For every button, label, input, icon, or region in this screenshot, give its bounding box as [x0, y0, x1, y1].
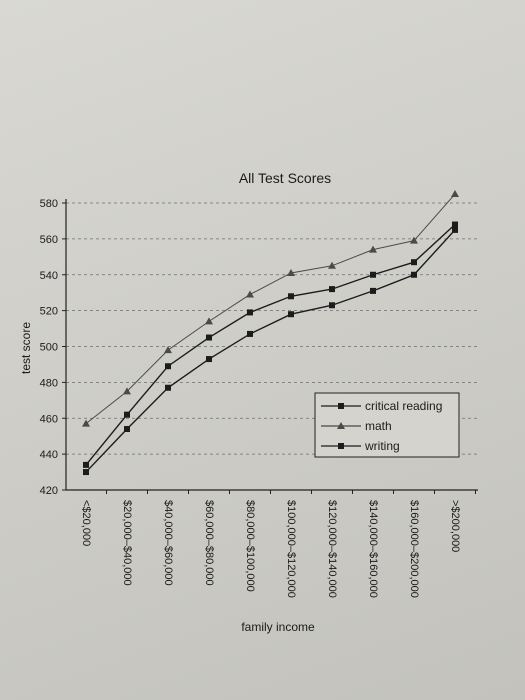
legend-swatch-marker	[337, 422, 345, 429]
series-line	[85, 224, 456, 466]
data-point	[287, 268, 295, 276]
x-tick-label: $40,000–$60,000	[162, 500, 174, 586]
data-point	[247, 309, 253, 316]
data-point	[83, 469, 89, 476]
data-point	[246, 290, 254, 298]
x-tick-label: $120,000–$140,000	[326, 500, 338, 598]
data-point	[329, 286, 335, 293]
series-math	[82, 190, 459, 427]
data-point	[411, 271, 417, 278]
data-point	[328, 261, 336, 269]
series-writing	[83, 226, 458, 476]
data-point	[370, 271, 376, 278]
x-tick-label: <$20,000	[80, 500, 92, 546]
y-tick-label: 500	[40, 342, 58, 354]
y-tick-label: 580	[40, 198, 58, 210]
data-point	[370, 287, 376, 294]
legend-label: writing	[364, 439, 400, 453]
data-point	[82, 419, 90, 427]
x-tick-label: $140,000–$160,000	[367, 500, 379, 598]
data-point	[288, 311, 294, 318]
axes	[62, 199, 478, 494]
legend-item: critical reading	[321, 399, 442, 413]
data-point	[165, 384, 171, 391]
data-point	[410, 236, 418, 244]
legend-item: math	[321, 419, 392, 433]
data-point	[411, 259, 417, 266]
data-point	[205, 317, 213, 325]
y-tick-label: 440	[40, 449, 58, 461]
y-tick-labels: 420 440 460 480 500 520 540 560 580	[40, 198, 58, 497]
gridlines	[66, 202, 478, 455]
legend-label: critical reading	[365, 399, 442, 413]
series-layer	[82, 190, 459, 476]
data-point	[164, 346, 172, 354]
legend: critical reading math writing	[314, 392, 460, 458]
data-point	[288, 293, 294, 300]
data-point	[452, 221, 458, 228]
y-tick-label: 420	[40, 485, 58, 497]
data-point	[329, 302, 335, 309]
x-tick-label: >$200,000	[449, 500, 461, 552]
series-line	[85, 229, 456, 473]
legend-swatch-marker	[338, 403, 344, 409]
x-tick-label: $160,000–$200,000	[408, 500, 420, 598]
data-point	[206, 334, 212, 341]
y-tick-label: 480	[40, 377, 58, 389]
data-point	[369, 245, 377, 253]
data-point	[247, 330, 253, 337]
legend-label: math	[365, 419, 392, 433]
data-point	[452, 226, 458, 233]
legend-swatch-marker	[338, 443, 344, 449]
x-tick-labels: <$20,000 $20,000–$40,000 $40,000–$60,000 $6…	[80, 500, 461, 598]
y-tick-label: 540	[40, 270, 58, 282]
series-critical-reading	[83, 221, 458, 468]
x-axis-label: family income	[241, 620, 315, 634]
x-tick-label: $100,000–$120,000	[285, 500, 297, 598]
data-point	[451, 190, 459, 198]
data-point	[124, 426, 130, 433]
data-point	[206, 356, 212, 363]
y-tick-label: 520	[40, 306, 58, 318]
y-tick-label: 460	[40, 413, 58, 425]
y-axis-label: test score	[19, 322, 33, 374]
x-tick-label: $80,000–$100,000	[244, 500, 256, 592]
chart-title: All Test Scores	[239, 170, 331, 186]
data-point	[124, 411, 130, 418]
data-point	[165, 363, 171, 370]
data-point	[123, 387, 131, 395]
series-line	[85, 193, 456, 425]
x-tick-label: $60,000–$80,000	[203, 500, 215, 586]
data-point	[83, 461, 89, 468]
x-tick-label: $20,000–$40,000	[121, 500, 133, 586]
y-tick-label: 560	[40, 234, 58, 246]
legend-item: writing	[321, 439, 400, 453]
